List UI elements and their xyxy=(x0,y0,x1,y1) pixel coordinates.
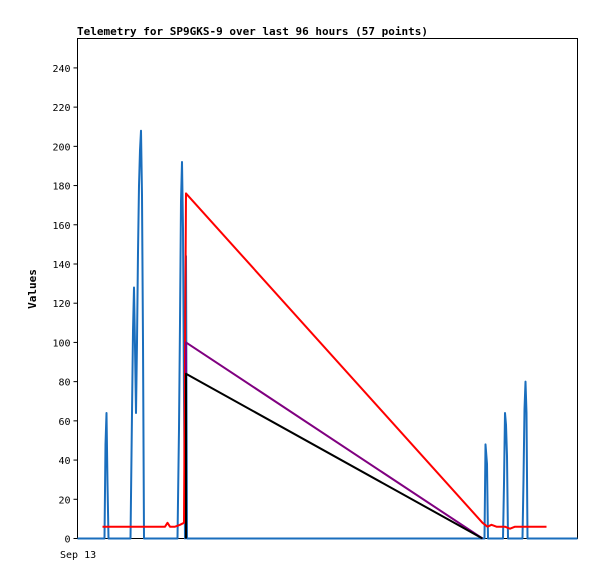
y-tick-label: 120 xyxy=(52,299,70,310)
y-tick-label: 100 xyxy=(52,338,70,349)
series-line-black xyxy=(185,372,483,540)
x-tick-label: Sep 13 xyxy=(60,550,96,561)
y-tick-label: 240 xyxy=(52,64,70,75)
y-tick-label: 80 xyxy=(58,378,70,389)
y-tick-label: 0 xyxy=(64,535,70,546)
y-tick-label: 160 xyxy=(52,221,70,232)
y-axis-ticks: 0 20 40 60 80 100 120 140 160 180 200 220 240 xyxy=(52,64,78,546)
series-line-blue xyxy=(77,129,578,540)
series-line-red xyxy=(102,192,547,530)
y-tick-label: 180 xyxy=(52,182,70,193)
y-tick-label: 40 xyxy=(58,456,70,467)
series-lines xyxy=(77,129,578,540)
chart-title: Telemetry for SP9GKS-9 over last 96 hour… xyxy=(77,25,428,38)
y-tick-label: 140 xyxy=(52,260,70,271)
y-tick-label: 20 xyxy=(58,495,70,506)
series-line-purple xyxy=(185,341,484,540)
y-tick-label: 200 xyxy=(52,142,70,153)
y-tick-label: 220 xyxy=(52,103,70,114)
x-axis-ticks: Sep 13 xyxy=(60,550,96,561)
plot-frame xyxy=(77,38,578,539)
y-tick-label: 60 xyxy=(58,417,70,428)
y-axis-label: Values xyxy=(26,269,39,309)
